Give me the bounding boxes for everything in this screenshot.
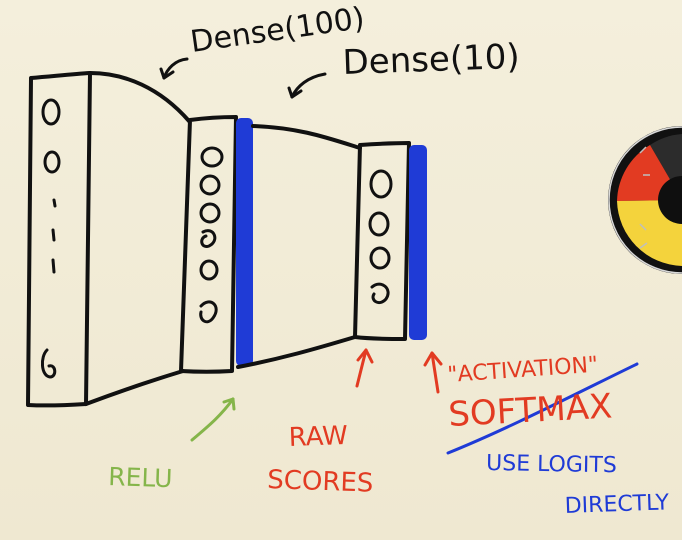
relu-activation-bar [236,118,253,366]
softmax-label: SOFTMAX [447,386,613,435]
output-neuron [369,246,391,270]
output-neuron [369,169,393,199]
raw-scores-line2: SCORES [267,465,374,499]
input-neuron [41,348,57,379]
input-to-hidden-bottom-curve [84,369,185,406]
hidden-neuron [200,229,217,248]
use-logits-line2: DIRECTLY [564,490,670,519]
color-wheel-tick-icons [639,146,650,249]
hidden-to-output-bottom-curve [236,335,357,369]
input-ellipsis-dot [51,258,56,274]
strike-through-line [446,362,639,455]
input-neuron [41,98,61,126]
hidden-layer-box [179,115,238,374]
hidden-layer-neurons [199,146,224,324]
input-ellipsis-dot [51,228,56,242]
output-layer-box [353,141,411,341]
raw-scores-line1: RAW [288,421,348,453]
dense-10-arrowhead [287,86,303,99]
hidden-neuron [199,174,221,196]
relu-label: RELU [108,462,173,493]
use-logits-line1: USE LOGITS [486,451,617,478]
hidden-neuron [200,146,224,168]
hidden-to-output-top-curve [251,124,362,150]
relu-arrowhead [222,397,236,411]
raw-scores-arrowhead [356,348,374,364]
softmax-activation-bar [409,145,427,340]
output-neuron [370,282,390,305]
relu-arrow [190,397,235,442]
hidden-neuron [199,300,218,324]
activation-arrowhead [423,351,443,367]
color-wheel-highlight [608,126,682,274]
output-neuron [368,211,390,237]
input-neuron [43,150,61,174]
output-layer-neurons [368,169,393,305]
input-ellipsis-dot [52,198,57,208]
activation-arrow [430,351,440,394]
activation-label: "ACTIVATION" [447,353,599,388]
hidden-neuron [199,202,221,224]
input-layer-neurons [41,98,61,379]
hidden-neuron [199,259,219,281]
color-wheel-tool[interactable] [608,126,682,274]
raw-scores-arrow [355,348,368,388]
dense-100-arrowhead [159,67,175,80]
input-to-hidden-top-curve [88,71,191,123]
color-wheel-center [658,176,682,224]
input-layer-box [26,71,92,408]
dense-100-label: Dense(100) [188,1,366,60]
dense-10-label: Dense(10) [342,37,520,83]
